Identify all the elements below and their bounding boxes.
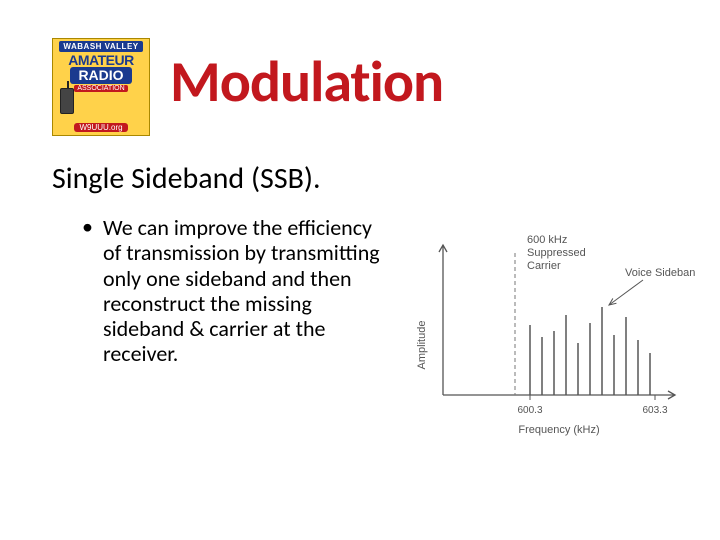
bullet-text: We can improve the efficiency of transmi… <box>103 215 382 367</box>
radio-icon <box>60 88 74 114</box>
logo-text-3: RADIO <box>70 67 131 84</box>
logo-text-4: ASSOCIATION <box>74 85 127 92</box>
svg-text:600 kHz: 600 kHz <box>527 234 567 246</box>
svg-text:603.3: 603.3 <box>642 405 667 416</box>
logo-text-1: WABASH VALLEY <box>59 41 142 52</box>
svg-text:Voice Sidebands: Voice Sidebands <box>625 267 695 279</box>
ssb-spectrum-chart: Amplitude Frequency (kHz) 600 kHzSuppresse… <box>395 225 695 445</box>
svg-text:Amplitude: Amplitude <box>416 321 428 370</box>
slide-subtitle: Single Sideband (SSB). <box>52 160 321 197</box>
bullet-item: • We can improve the efficiency of trans… <box>82 215 382 367</box>
svg-text:Suppressed: Suppressed <box>527 247 586 259</box>
svg-text:600.3: 600.3 <box>517 405 542 416</box>
logo-text-2: AMATEUR <box>68 53 133 67</box>
svg-text:Frequency (kHz): Frequency (kHz) <box>518 424 599 436</box>
slide-title: Modulation <box>170 46 443 117</box>
bullet-marker: • <box>82 215 93 239</box>
club-logo: WABASH VALLEY AMATEUR RADIO ASSOCIATION … <box>52 38 150 136</box>
logo-url: W9UUU.org <box>74 123 127 132</box>
svg-text:Carrier: Carrier <box>527 260 561 272</box>
